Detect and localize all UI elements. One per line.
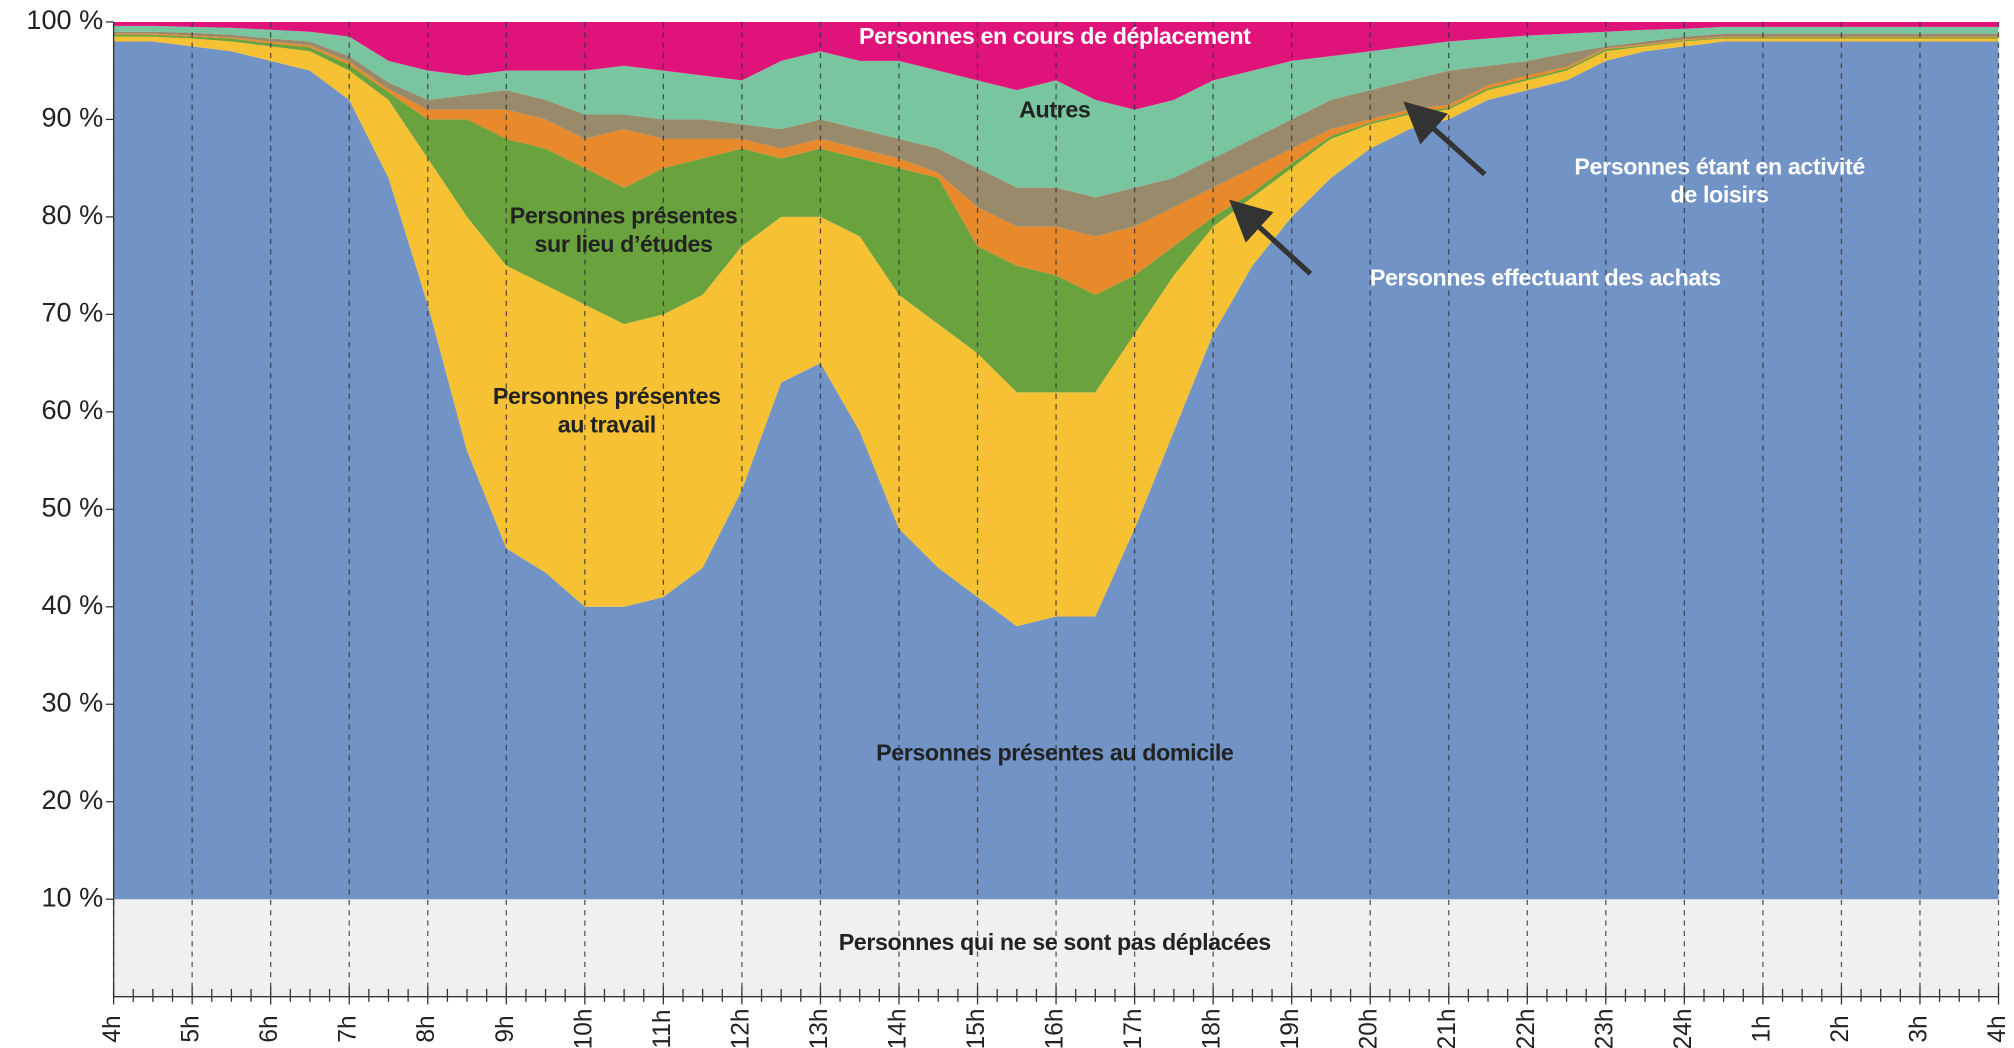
x-tick-label: 22h [1513, 1008, 1540, 1048]
x-tick-label: 16h [1042, 1008, 1069, 1048]
area [113, 31, 1999, 237]
x-tick-label: 24h [1670, 1008, 1697, 1048]
y-tick-label: 80 % [41, 199, 103, 230]
x-tick-label: 7h [335, 1015, 362, 1042]
y-tick-label: 60 % [41, 394, 103, 425]
y-tick-label: 50 % [41, 491, 103, 522]
x-tick-label: 2h [1827, 1015, 1854, 1042]
x-tick-label: 18h [1199, 1008, 1226, 1048]
series-label: Autres [1019, 96, 1091, 123]
area [113, 25, 1999, 198]
x-tick-label: 13h [806, 1008, 833, 1048]
x-tick-label: 4h [1984, 1015, 2011, 1042]
x-tick-label: 5h [178, 1015, 205, 1042]
series-label: Personnes présentes au travail [492, 383, 721, 438]
x-tick-label: 19h [1277, 1008, 1304, 1048]
series-label: Personnes qui ne se sont pas déplacées [838, 929, 1272, 956]
x-tick-label: 11h [649, 1009, 676, 1048]
series-label: Personnes présentes sur lieu d’études [509, 202, 738, 257]
y-tick-label: 100 % [26, 4, 103, 35]
x-tick-label: 12h [727, 1008, 754, 1048]
x-tick-label: 17h [1120, 1008, 1147, 1048]
x-tick-label: 14h [884, 1008, 911, 1048]
x-tick-label: 8h [413, 1015, 440, 1042]
x-tick-label: 15h [963, 1008, 990, 1048]
x-tick-label: 20h [1356, 1008, 1383, 1048]
y-tick-label: 20 % [41, 784, 103, 815]
x-tick-label: 10h [570, 1008, 597, 1048]
x-tick-label: 21h [1434, 1008, 1461, 1048]
y-tick-label: 90 % [41, 102, 103, 133]
series-label: Personnes présentes au domicile [876, 739, 1234, 766]
arrow [1403, 101, 1487, 177]
x-tick-label: 1h [1748, 1015, 1775, 1042]
x-tick-label: 23h [1591, 1008, 1618, 1048]
arrow [1229, 199, 1313, 276]
x-tick-label: 3h [1905, 1015, 1932, 1042]
y-tick-label: 30 % [41, 686, 103, 717]
series-label: Personnes étant en activité de loisirs [1574, 153, 1865, 208]
y-tick-label: 10 % [41, 881, 103, 912]
series-label: Personnes effectuant des achats [1369, 264, 1721, 291]
series-label: Personnes en cours de déplacement [859, 23, 1251, 50]
y-tick-label: 70 % [41, 297, 103, 328]
x-tick-label: 9h [492, 1015, 519, 1042]
x-tick-label: 4h [99, 1015, 126, 1042]
x-tick-label: 6h [256, 1015, 283, 1042]
y-tick-label: 40 % [41, 589, 103, 620]
